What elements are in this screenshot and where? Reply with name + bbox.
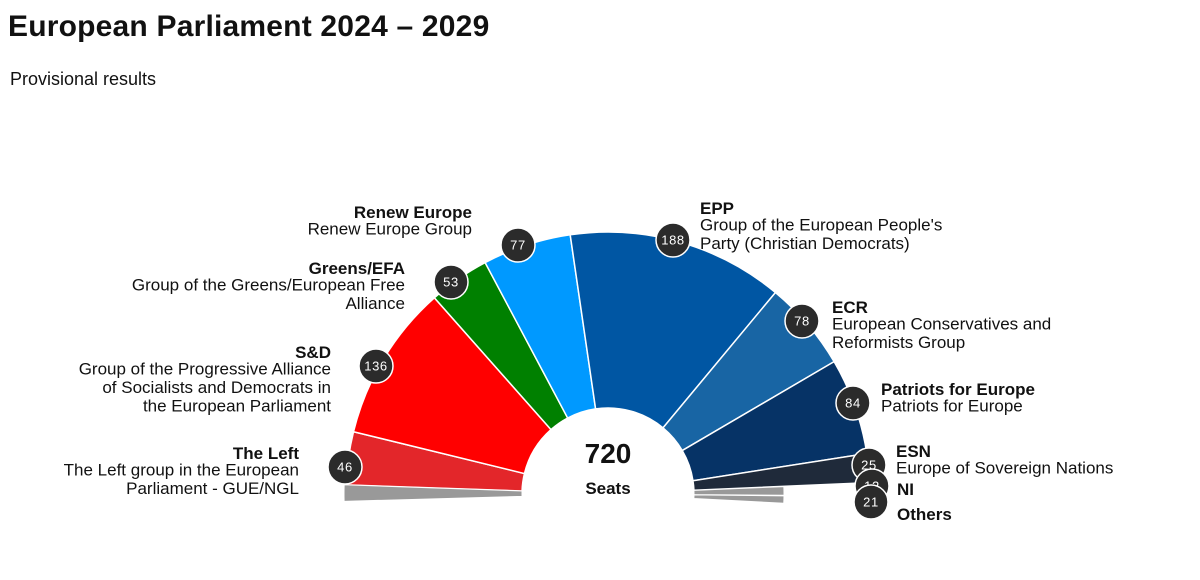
group-fullname-pfe: Patriots for Europe (881, 397, 1023, 416)
group-fullname-ecr-line-2: Reformists Group (832, 333, 965, 352)
group-fullname-renew: Renew Europe Group (308, 220, 472, 239)
segment-epp (569, 231, 777, 429)
seat-badge-value-left: 46 (337, 460, 353, 475)
group-abbr-sd: S&D (295, 343, 331, 362)
seat-badge-value-greens: 53 (443, 275, 459, 290)
segment-others-left (343, 484, 523, 502)
seat-badge-value-others: 21 (863, 495, 879, 510)
group-abbr-greens: Greens/EFA (309, 259, 405, 278)
seat-badge-value-epp: 188 (661, 233, 685, 248)
segment-sd (352, 296, 553, 475)
page-title: European Parliament 2024 – 2029 (8, 10, 490, 43)
group-fullname-greens-line-1: Group of the Greens/European Free (132, 276, 405, 295)
group-fullname-epp-line-2: Party (Christian Democrats) (700, 234, 910, 253)
seat-badge-value-sd: 136 (364, 359, 388, 374)
seat-badge-value-ecr: 78 (794, 314, 810, 329)
group-fullname-left-line-1: The Left group in the European (64, 461, 299, 480)
seat-badge-epp (655, 222, 691, 258)
seat-badge-value-pfe: 84 (845, 396, 861, 411)
group-fullname-greens-line-2: Alliance (345, 294, 405, 313)
page-subtitle: Provisional results (10, 69, 157, 89)
seat-badge-sd (358, 348, 394, 384)
group-fullname-sd-line-2: of Socialists and Democrats in (102, 378, 331, 397)
group-fullname-left-line-2: Parliament - GUE/NGL (126, 479, 299, 498)
seat-badge-renew (500, 227, 536, 263)
segment-others (693, 494, 785, 504)
seat-badge-value-renew: 77 (510, 238, 526, 253)
group-abbr-renew: Renew Europe (354, 203, 472, 222)
group-fullname-epp-line-1: Group of the European People's (700, 216, 942, 235)
group-abbr-ni: NI (897, 480, 914, 499)
seat-badge-pfe (835, 385, 871, 421)
group-abbr-epp: EPP (700, 199, 734, 218)
group-abbr-pfe: Patriots for Europe (881, 380, 1035, 399)
group-fullname-sd-line-1: Group of the Progressive Alliance (79, 360, 331, 379)
seat-badge-greens (433, 264, 469, 300)
chart-seat-badges: 4613653771887884251221 (327, 222, 890, 520)
seat-badge-ecr (784, 303, 820, 339)
group-abbr-left: The Left (233, 444, 299, 463)
group-label-ni: NI (897, 480, 914, 499)
group-abbr-others: Others (897, 505, 952, 524)
total-seats-value: 720 (585, 438, 632, 469)
group-fullname-ecr-line-1: European Conservatives and (832, 315, 1051, 334)
total-seats-label: Seats (585, 479, 630, 498)
group-label-others: Others (897, 505, 952, 524)
group-fullname-sd-line-3: the European Parliament (143, 397, 331, 416)
seat-badge-others (853, 484, 889, 520)
group-fullname-esn: Europe of Sovereign Nations (896, 459, 1113, 478)
seat-badge-left (327, 449, 363, 485)
group-abbr-ecr: ECR (832, 298, 868, 317)
group-abbr-esn: ESN (896, 442, 931, 461)
